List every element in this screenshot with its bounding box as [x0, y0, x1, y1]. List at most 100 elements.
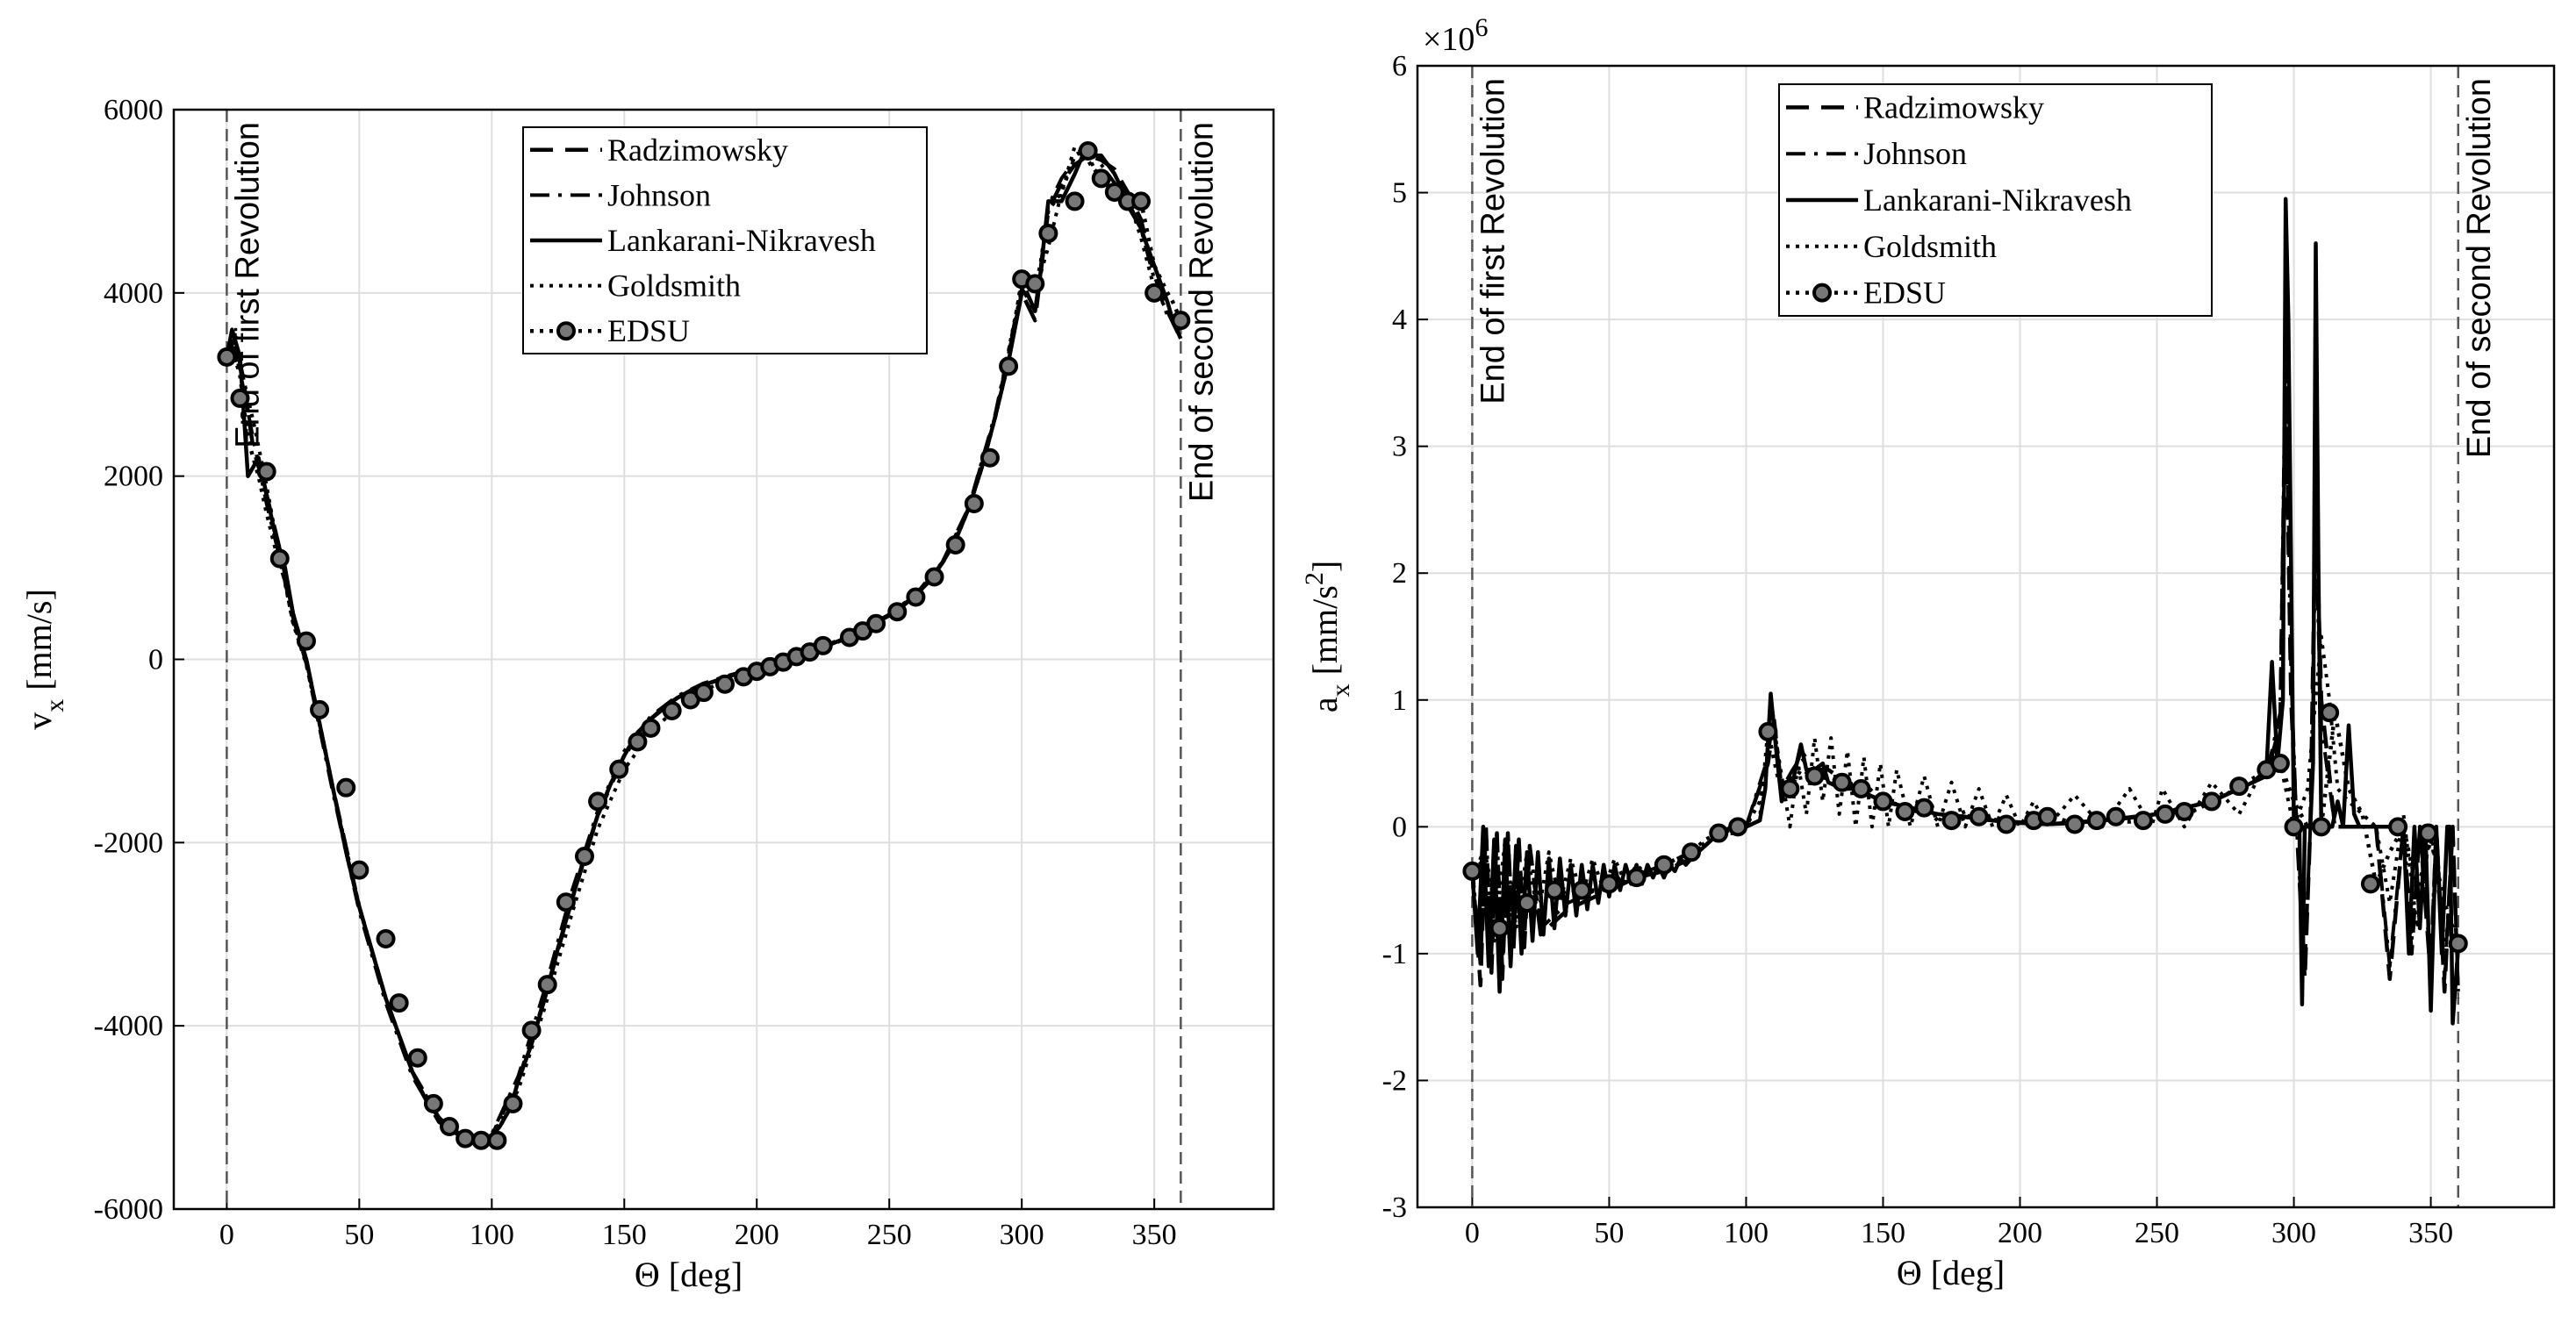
series-edsu-marker: [2037, 806, 2057, 827]
legend-marker: [1812, 283, 1832, 303]
legend-label: Goldsmith: [1863, 229, 1997, 264]
series-edsu-marker: [715, 674, 735, 694]
exponent-label: ×106: [1423, 13, 1488, 58]
series-edsu-marker: [296, 631, 316, 651]
series-edsu-marker: [1572, 880, 1592, 900]
series-edsu-marker: [999, 356, 1019, 376]
series-edsu-marker: [1144, 283, 1165, 303]
series-edsu-marker: [217, 347, 237, 367]
series-edsu-marker: [2320, 703, 2340, 723]
revolution-label: End of second Revolution: [1183, 122, 1220, 502]
legend-label: Radzimowsky: [607, 132, 788, 168]
series-radzimowsky-line: [1470, 381, 2461, 998]
series-edsu-marker: [1462, 861, 1482, 881]
series-edsu-marker: [521, 1020, 542, 1041]
series-edsu-marker: [1545, 880, 1565, 900]
series-edsu-marker: [924, 567, 944, 587]
series-edsu-marker: [1025, 274, 1045, 294]
legend-label: Lankarani-Nikravesh: [1863, 182, 2132, 218]
axes-frame: [1416, 64, 2556, 1209]
series-edsu-marker: [407, 1048, 427, 1068]
y-tick-label: -3: [1382, 1191, 1407, 1224]
x-tick-label: 50: [344, 1219, 374, 1251]
y-tick-label: 4000: [104, 277, 163, 310]
series-edsu-marker: [2229, 776, 2250, 797]
series-edsu-marker: [2270, 754, 2290, 774]
y-tick-label: 0: [148, 644, 163, 676]
legend-label: Goldsmith: [607, 268, 741, 304]
series-edsu-marker: [1969, 806, 1989, 827]
y-tick-label: 4: [1392, 304, 1407, 336]
legend-label: Radzimowsky: [1863, 89, 2044, 125]
series-edsu-marker: [2086, 811, 2106, 831]
y-tick-label: -6000: [94, 1193, 163, 1226]
series-edsu-marker: [813, 635, 833, 655]
x-tick-label: 50: [1594, 1217, 1624, 1249]
x-tick-label: 100: [1724, 1217, 1769, 1249]
series-edsu-marker: [2106, 806, 2126, 827]
y-tick-label: 2: [1392, 557, 1407, 590]
x-tick-label: 250: [2135, 1217, 2179, 1249]
series-edsu-marker: [979, 447, 1000, 468]
series-edsu-marker: [2064, 814, 2084, 834]
series-edsu-marker: [906, 587, 926, 607]
series-edsu-marker: [1517, 893, 1537, 913]
legend-marker: [556, 321, 576, 341]
series-edsu-marker: [1104, 182, 1124, 202]
series-edsu-marker: [1805, 766, 1825, 786]
series-edsu-marker: [1996, 814, 2016, 834]
series-edsu-marker: [2174, 801, 2194, 821]
x-tick-label: 100: [470, 1219, 514, 1251]
x-tick-label: 250: [867, 1219, 912, 1251]
series-edsu-marker: [1941, 811, 1962, 831]
series-edsu-marker: [1709, 823, 1729, 843]
plot-area: [217, 140, 1191, 1150]
series-edsu-marker: [628, 732, 648, 752]
series-edsu-marker: [1131, 191, 1152, 211]
series-edsu-marker: [2388, 817, 2408, 837]
y-tick-label: 0: [1392, 811, 1407, 843]
series-edsu-marker: [1832, 772, 1852, 792]
series-edsu-marker: [556, 892, 576, 912]
x-tick-label: 200: [1998, 1217, 2042, 1249]
series-edsu-marker: [588, 791, 608, 812]
series-edsu-marker: [537, 975, 557, 995]
series-edsu-marker: [1654, 855, 1674, 875]
series-edsu-marker: [693, 683, 714, 703]
axes-frame: [172, 108, 1275, 1211]
series-edsu-marker: [2360, 874, 2380, 894]
revolution-label: End of second Revolution: [2461, 78, 2498, 458]
series-edsu-marker: [1851, 778, 1871, 798]
series-lankarani-nikravesh-line: [1470, 197, 2461, 1026]
chart-ax: 0 50 100 150 200 250 300 350 -3 -2 -1 0 1 2 3 4 5 6 End of…: [1300, 13, 2556, 1292]
series-edsu-marker: [1682, 842, 1702, 862]
series-edsu-marker: [1914, 798, 1934, 818]
plot-area: [1462, 197, 2468, 1026]
series-edsu-marker: [1078, 140, 1098, 161]
x-axis-label: Θ [deg]: [635, 1255, 743, 1294]
series-edsu-marker: [609, 759, 629, 779]
y-tick-label: 1: [1392, 684, 1407, 717]
series-edsu-marker: [440, 1117, 460, 1137]
y-tick-label: -2000: [94, 827, 163, 859]
y-tick-label: 5: [1392, 177, 1407, 210]
series-edsu-marker: [349, 860, 370, 880]
y-tick-label: 2000: [104, 461, 163, 493]
series-edsu-marker: [2284, 817, 2304, 837]
y-tick-label: -1: [1382, 938, 1407, 970]
series-edsu-marker: [641, 718, 661, 738]
y-tick-label: 3: [1392, 431, 1407, 463]
x-tick-label: 300: [1000, 1219, 1044, 1251]
series-edsu-marker: [471, 1130, 492, 1150]
series-edsu-marker: [2448, 934, 2468, 954]
legend-label: Johnson: [1863, 136, 1967, 171]
series-edsu-marker: [2311, 817, 2331, 837]
series-edsu-marker: [376, 928, 396, 948]
series-edsu-marker: [310, 699, 330, 719]
y-tick-label: 6000: [104, 94, 163, 126]
series-edsu-marker: [887, 602, 908, 622]
y-tick-label: -4000: [94, 1010, 163, 1042]
series-edsu-marker: [2155, 804, 2175, 824]
series-edsu-marker: [1728, 817, 1748, 837]
